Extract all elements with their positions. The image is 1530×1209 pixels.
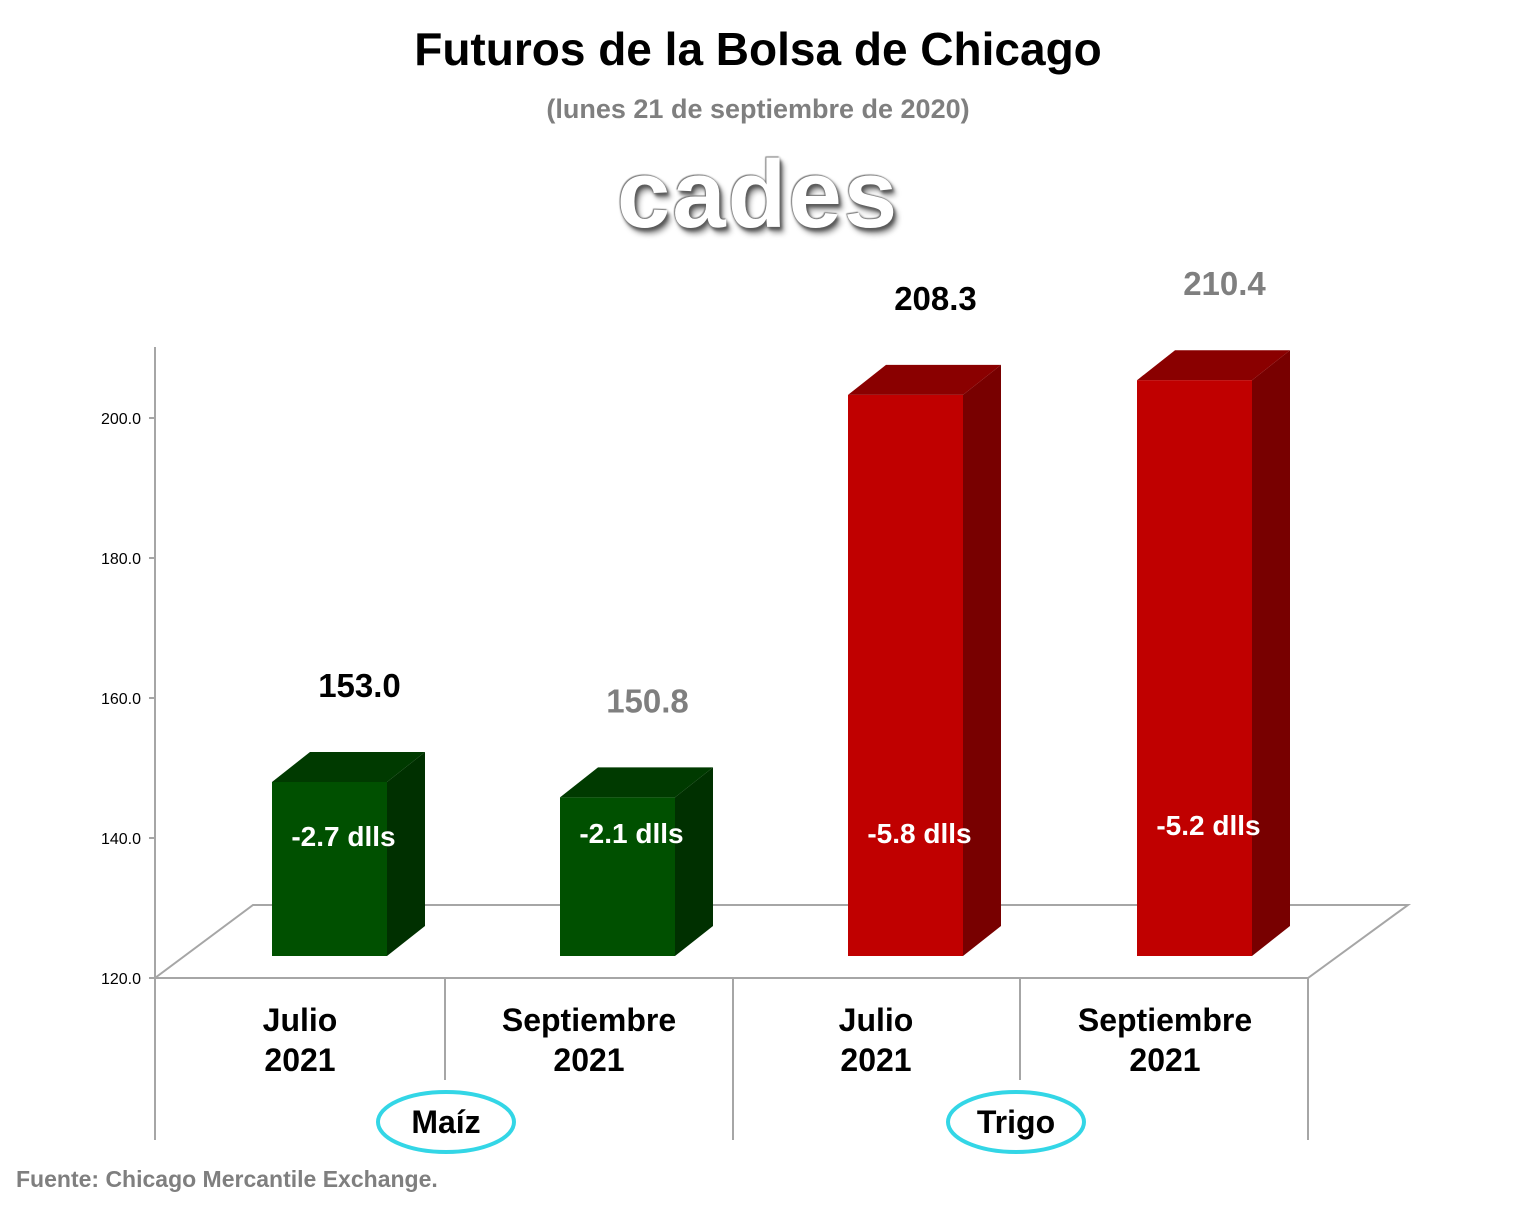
y-tick-label: 140.0 (101, 831, 141, 848)
bar-top (848, 364, 1001, 395)
y-tick-label: 160.0 (101, 691, 141, 708)
y-tick-label: 180.0 (101, 551, 141, 568)
bar-change-label: -2.7 dlls (291, 821, 395, 852)
bar (560, 797, 675, 956)
source-note: Fuente: Chicago Mercantile Exchange. (16, 1166, 438, 1192)
x-category-year: 2021 (840, 1042, 911, 1078)
bar-top (560, 767, 713, 798)
x-category-label: Septiembre (502, 1002, 676, 1038)
bar-change-label: -2.1 dlls (579, 818, 683, 849)
bar-value-label: 208.3 (894, 280, 977, 317)
chart-subtitle: (lunes 21 de septiembre de 2020) (546, 94, 970, 124)
bar-top (1137, 350, 1290, 381)
bar-change-label: -5.2 dlls (1156, 810, 1260, 841)
cades-watermark-logo: cades (616, 141, 900, 248)
bar-side (963, 364, 1001, 956)
y-tick-label: 120.0 (101, 971, 141, 988)
bar-change-label: -5.8 dlls (867, 818, 971, 849)
x-category-year: 2021 (264, 1042, 335, 1078)
bar-side (387, 752, 425, 956)
bar-value-label: 153.0 (318, 667, 401, 704)
group-label: Maíz (411, 1104, 480, 1140)
y-tick-label: 200.0 (101, 411, 141, 428)
group-label: Trigo (977, 1104, 1055, 1140)
x-category-label: Julio (839, 1002, 914, 1038)
bar (1137, 380, 1252, 956)
x-category-year: 2021 (1129, 1042, 1200, 1078)
bar-value-label: 210.4 (1183, 265, 1266, 302)
x-category-year: 2021 (553, 1042, 624, 1078)
bar (848, 394, 963, 956)
x-category-label: Septiembre (1078, 1002, 1252, 1038)
bar-top (272, 752, 425, 782)
bar-side (1252, 350, 1290, 956)
chart-title: Futuros de la Bolsa de Chicago (414, 23, 1102, 75)
bar-value-label: 150.8 (606, 682, 689, 719)
bar (272, 782, 387, 956)
group-ellipse (376, 1090, 516, 1154)
x-category-label: Julio (263, 1002, 338, 1038)
bar-side (675, 767, 713, 956)
group-ellipse (946, 1090, 1086, 1154)
chart-floor (151, 904, 1412, 979)
